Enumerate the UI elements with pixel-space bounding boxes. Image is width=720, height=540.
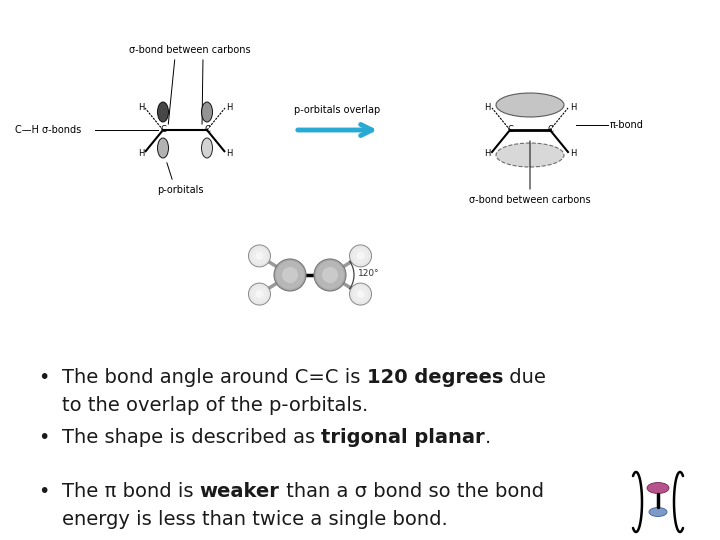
Circle shape (274, 259, 306, 291)
Circle shape (353, 248, 369, 264)
Circle shape (256, 290, 264, 298)
Circle shape (251, 248, 267, 264)
Text: due: due (503, 368, 546, 387)
Text: trigonal planar: trigonal planar (321, 428, 485, 447)
Circle shape (356, 290, 364, 298)
Text: H: H (138, 148, 144, 158)
Ellipse shape (496, 93, 564, 117)
Circle shape (251, 286, 267, 302)
Text: p-orbitals: p-orbitals (157, 185, 203, 195)
Circle shape (349, 245, 372, 267)
Text: H: H (570, 148, 576, 158)
Text: H: H (484, 103, 490, 111)
Text: C: C (507, 125, 513, 134)
Text: .: . (485, 428, 491, 447)
Text: •: • (38, 428, 50, 447)
Text: σ-bond between carbons: σ-bond between carbons (129, 45, 251, 55)
Circle shape (316, 261, 344, 289)
Text: than a σ bond so the bond: than a σ bond so the bond (279, 482, 544, 501)
Circle shape (276, 261, 304, 289)
Text: C—H σ-bonds: C—H σ-bonds (15, 125, 81, 135)
Text: to the overlap of the p-orbitals.: to the overlap of the p-orbitals. (62, 396, 368, 415)
Text: •: • (38, 368, 50, 387)
Ellipse shape (202, 102, 212, 122)
Ellipse shape (647, 483, 669, 494)
Circle shape (282, 267, 298, 283)
Text: C: C (204, 125, 210, 134)
Text: C: C (160, 125, 166, 134)
Ellipse shape (202, 138, 212, 158)
Circle shape (314, 259, 346, 291)
Text: H: H (570, 103, 576, 111)
Text: The bond angle around C=C is: The bond angle around C=C is (62, 368, 366, 387)
Text: 120 degrees: 120 degrees (366, 368, 503, 387)
Circle shape (349, 283, 372, 305)
Text: H: H (226, 148, 232, 158)
Circle shape (256, 252, 264, 260)
Ellipse shape (496, 143, 564, 167)
Ellipse shape (649, 508, 667, 516)
Ellipse shape (158, 102, 168, 122)
Ellipse shape (158, 138, 168, 158)
Text: H: H (226, 103, 232, 111)
Text: H: H (484, 148, 490, 158)
Text: p-orbitals overlap: p-orbitals overlap (294, 105, 381, 115)
Text: H: H (138, 103, 144, 111)
Text: C: C (547, 125, 553, 134)
Circle shape (353, 286, 369, 302)
Text: The shape is described as: The shape is described as (62, 428, 321, 447)
Circle shape (322, 267, 338, 283)
Circle shape (248, 245, 271, 267)
Text: π-bond: π-bond (610, 120, 644, 130)
Text: The π bond is: The π bond is (62, 482, 199, 501)
Text: 120°: 120° (358, 268, 379, 278)
Text: weaker: weaker (199, 482, 279, 501)
Text: σ-bond between carbons: σ-bond between carbons (469, 195, 591, 205)
Circle shape (356, 252, 364, 260)
Text: •: • (38, 482, 50, 501)
Text: energy is less than twice a single bond.: energy is less than twice a single bond. (62, 510, 448, 529)
Circle shape (248, 283, 271, 305)
